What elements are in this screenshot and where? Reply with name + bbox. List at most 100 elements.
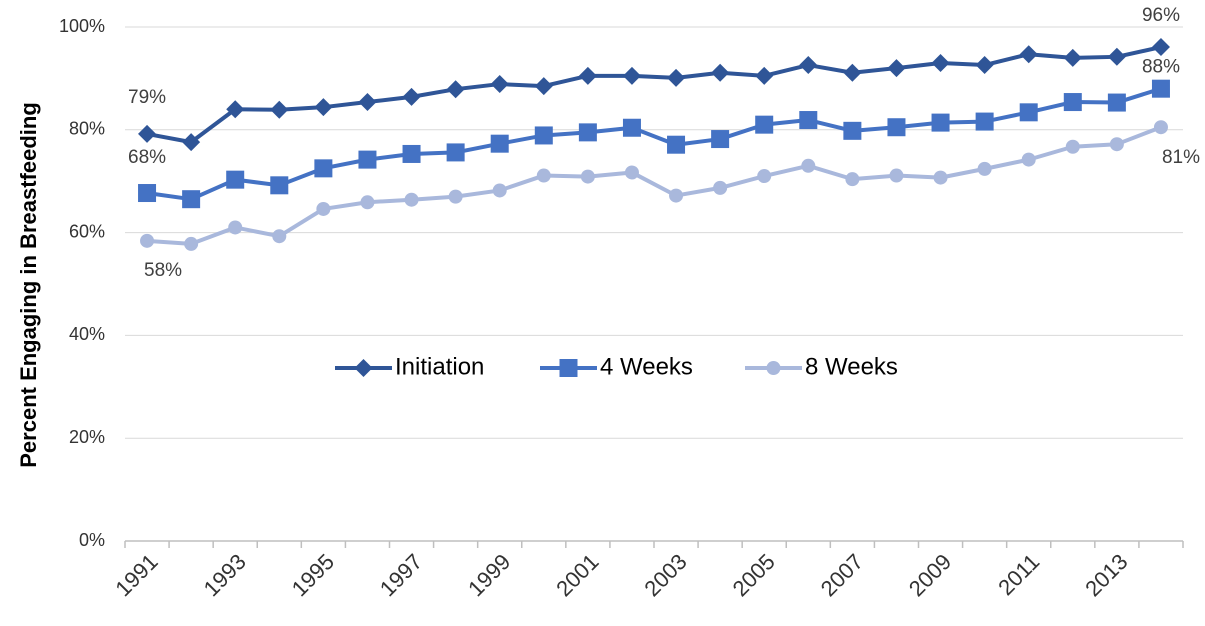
legend-label: 8 Weeks <box>805 353 898 380</box>
data-point <box>843 63 862 82</box>
data-point <box>669 188 684 203</box>
data-point <box>270 176 289 195</box>
data-point <box>622 118 641 137</box>
data-point <box>1153 120 1168 135</box>
data-point <box>887 118 906 137</box>
data-point <box>843 121 862 140</box>
x-tick-label: 1995 <box>287 549 339 601</box>
x-tick-label: 2003 <box>639 549 691 601</box>
data-point <box>182 133 201 152</box>
data-point <box>711 130 730 149</box>
data-point <box>889 168 904 183</box>
data-label: 96% <box>1142 5 1180 26</box>
data-point <box>933 170 948 185</box>
data-point <box>182 190 201 209</box>
series-line <box>146 45 1162 145</box>
y-tick-label: 40% <box>69 324 105 344</box>
data-point <box>799 56 818 75</box>
data-point <box>1109 137 1124 152</box>
data-point <box>845 172 860 187</box>
data-point <box>402 144 421 163</box>
legend-label: 4 Weeks <box>600 353 693 380</box>
legend-marker <box>766 361 781 375</box>
data-point <box>624 165 639 180</box>
data-point <box>711 63 730 82</box>
data-point <box>975 112 994 131</box>
data-point <box>272 229 287 244</box>
data-point <box>1021 152 1036 167</box>
data-point <box>492 183 507 198</box>
legend-marker <box>354 359 373 377</box>
legend-marker <box>559 359 578 377</box>
y-tick-label: 20% <box>69 427 105 447</box>
data-point <box>755 66 774 85</box>
data-point <box>1107 93 1126 112</box>
data-point <box>931 53 950 72</box>
data-point <box>228 220 243 235</box>
data-label: 81% <box>1162 147 1200 168</box>
data-point <box>138 184 157 203</box>
y-tick-label: 100% <box>59 16 105 36</box>
data-point <box>184 236 199 251</box>
data-point <box>358 93 377 112</box>
x-tick-label: 1991 <box>110 549 162 601</box>
data-point <box>360 195 375 210</box>
legend-label: Initiation <box>395 353 484 380</box>
data-point <box>1063 48 1082 67</box>
x-tick-label: 1997 <box>375 549 427 601</box>
x-tick-label: 2013 <box>1080 549 1132 601</box>
x-tick-label: 2011 <box>993 549 1044 600</box>
data-point <box>270 100 289 119</box>
data-point <box>1107 47 1126 66</box>
data-point <box>667 135 686 154</box>
data-point <box>1019 103 1038 122</box>
data-point <box>534 77 553 96</box>
data-label: 79% <box>128 87 166 108</box>
data-point <box>801 158 816 173</box>
data-point <box>975 56 994 75</box>
data-label: 88% <box>1142 57 1180 78</box>
data-point <box>757 169 772 184</box>
data-point <box>316 201 331 216</box>
data-point <box>358 150 377 169</box>
data-label: 68% <box>128 147 166 168</box>
x-tick-label: 2005 <box>728 549 780 601</box>
data-point <box>1019 45 1038 64</box>
data-point <box>140 233 155 248</box>
data-point <box>1151 38 1170 57</box>
data-point <box>402 87 421 106</box>
data-point <box>755 115 774 134</box>
x-tick-label: 1999 <box>463 549 515 601</box>
data-point <box>931 113 950 132</box>
data-point <box>536 168 551 183</box>
data-point <box>534 126 553 145</box>
data-point <box>580 169 595 184</box>
y-tick-label: 0% <box>79 530 105 550</box>
x-tick-label: 2007 <box>816 549 868 601</box>
x-tick-label: 1993 <box>199 549 251 601</box>
data-point <box>314 159 333 178</box>
data-point <box>1063 93 1082 112</box>
y-axis-label: Percent Engaging in Breastfeeding <box>16 102 41 468</box>
data-point <box>713 180 728 195</box>
data-point <box>446 80 465 99</box>
x-tick-label: 2001 <box>551 549 603 601</box>
legend: Initiation 4 Weeks 8 Weeks <box>335 353 898 380</box>
y-tick-label: 60% <box>69 221 105 241</box>
series-line <box>146 125 1162 246</box>
data-point <box>490 134 509 153</box>
data-point <box>490 75 509 94</box>
y-tick-label: 80% <box>69 119 105 139</box>
data-point <box>1151 79 1170 98</box>
data-point <box>448 189 463 204</box>
data-point <box>977 161 992 176</box>
data-point <box>446 143 465 162</box>
data-point <box>314 98 333 117</box>
data-point <box>1065 139 1080 154</box>
data-point <box>138 124 157 143</box>
data-point <box>578 123 597 142</box>
data-point <box>799 111 818 130</box>
data-point <box>226 170 245 189</box>
data-point <box>667 68 686 87</box>
